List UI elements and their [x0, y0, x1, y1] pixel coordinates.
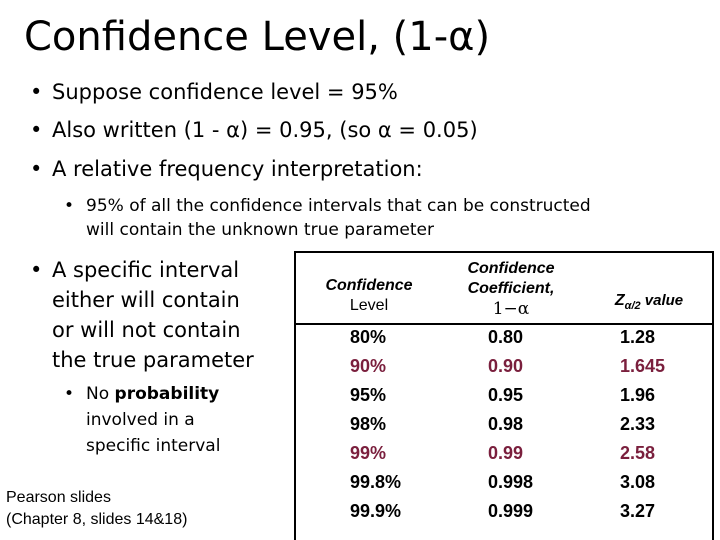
bullet-written-as: • Also written (1 - α) = 0.95, (so α = 0.…: [30, 118, 478, 142]
header-coef-line2: Coefficient,: [467, 280, 555, 297]
probability-bold: probability: [114, 384, 220, 404]
z-subscript: α/2: [624, 300, 641, 312]
footnote-line1: Pearson slides: [6, 489, 111, 506]
bullet-dot: •: [30, 80, 43, 104]
z-suffix: value: [640, 292, 684, 309]
bullet-interpretation: • A relative frequency interpretation:: [30, 157, 423, 181]
header-level-line1: Confidence: [325, 277, 413, 294]
no-prefix: No: [86, 384, 115, 404]
header-confidence-coefficient: Confidence Coefficient, 1−α: [441, 259, 581, 319]
sub-bullet-line1: 95% of all the confidence intervals that…: [86, 196, 591, 216]
no-probability-line2: involved in a: [86, 410, 195, 430]
left-bullet-line4: the true parameter: [52, 348, 254, 372]
z-cell: 2.33: [620, 414, 656, 434]
z-cell: 2.58: [620, 443, 656, 463]
header-confidence-level: Confidence Level: [308, 276, 430, 316]
sub-bullet-interpretation: • 95% of all the confidence intervals tha…: [64, 194, 591, 242]
level-cell: 99.8%: [350, 472, 402, 492]
bullet-dot: •: [30, 258, 43, 282]
coef-cell: 0.98: [488, 414, 524, 434]
bullet-confidence-level: • Suppose confidence level = 95%: [30, 80, 398, 104]
coef-cell: 0.80: [488, 327, 524, 347]
coef-cell: 0.999: [488, 501, 534, 521]
header-z-value: Zα/2 value: [586, 291, 712, 316]
z-symbol: Z: [614, 292, 625, 309]
level-cell: 80%: [350, 327, 387, 347]
z-cell: 1.96: [620, 385, 656, 405]
left-bullet-line3: or will not contain: [52, 318, 241, 342]
level-cell: 99%: [350, 443, 387, 463]
bullet-dot: •: [30, 157, 43, 181]
level-cell: 95%: [350, 385, 387, 405]
source-footnote: Pearson slides (Chapter 8, slides 14&18): [6, 487, 187, 531]
sub-bullet-no-probability: • No probability involved in a specific i…: [64, 381, 220, 459]
level-cell: 98%: [350, 414, 387, 434]
left-bullet-line1: A specific interval: [52, 258, 240, 282]
header-coef-line1: Confidence: [467, 260, 555, 277]
bullet-text: Suppose confidence level = 95%: [52, 80, 398, 104]
bullet-dot: •: [64, 384, 75, 404]
z-cell: 1.645: [620, 356, 666, 376]
no-probability-line3: specific interval: [86, 436, 221, 456]
z-cell: 1.28: [620, 327, 656, 347]
level-cell: 99.9%: [350, 501, 402, 521]
header-coef-line3: 1−α: [492, 299, 530, 319]
bullet-dot: •: [30, 118, 43, 142]
bullet-text: Also written (1 - α) = 0.95, (so α = 0.0…: [52, 118, 478, 142]
bullet-specific-interval: • A specific interval either will contain…: [30, 255, 254, 375]
z-value-table: Confidence Level Confidence Coefficient,…: [294, 251, 714, 540]
left-bullet-line2: either will contain: [52, 288, 240, 312]
bullet-dot: •: [64, 196, 75, 216]
z-cell: 3.08: [620, 472, 656, 492]
footnote-line2: (Chapter 8, slides 14&18): [6, 511, 188, 528]
table-header: Confidence Level Confidence Coefficient,…: [296, 253, 712, 325]
coef-cell: 0.95: [488, 385, 524, 405]
sub-bullet-line2: will contain the unknown true parameter: [86, 220, 434, 240]
z-cell: 3.27: [620, 501, 656, 521]
level-cell: 90%: [350, 356, 387, 376]
coef-cell: 0.998: [488, 472, 534, 492]
coef-cell: 0.90: [488, 356, 524, 376]
coef-cell: 0.99: [488, 443, 524, 463]
bullet-text: A relative frequency interpretation:: [52, 157, 423, 181]
header-level-line2: Level: [349, 297, 389, 314]
slide-title: Confidence Level, (1-α): [24, 14, 491, 60]
